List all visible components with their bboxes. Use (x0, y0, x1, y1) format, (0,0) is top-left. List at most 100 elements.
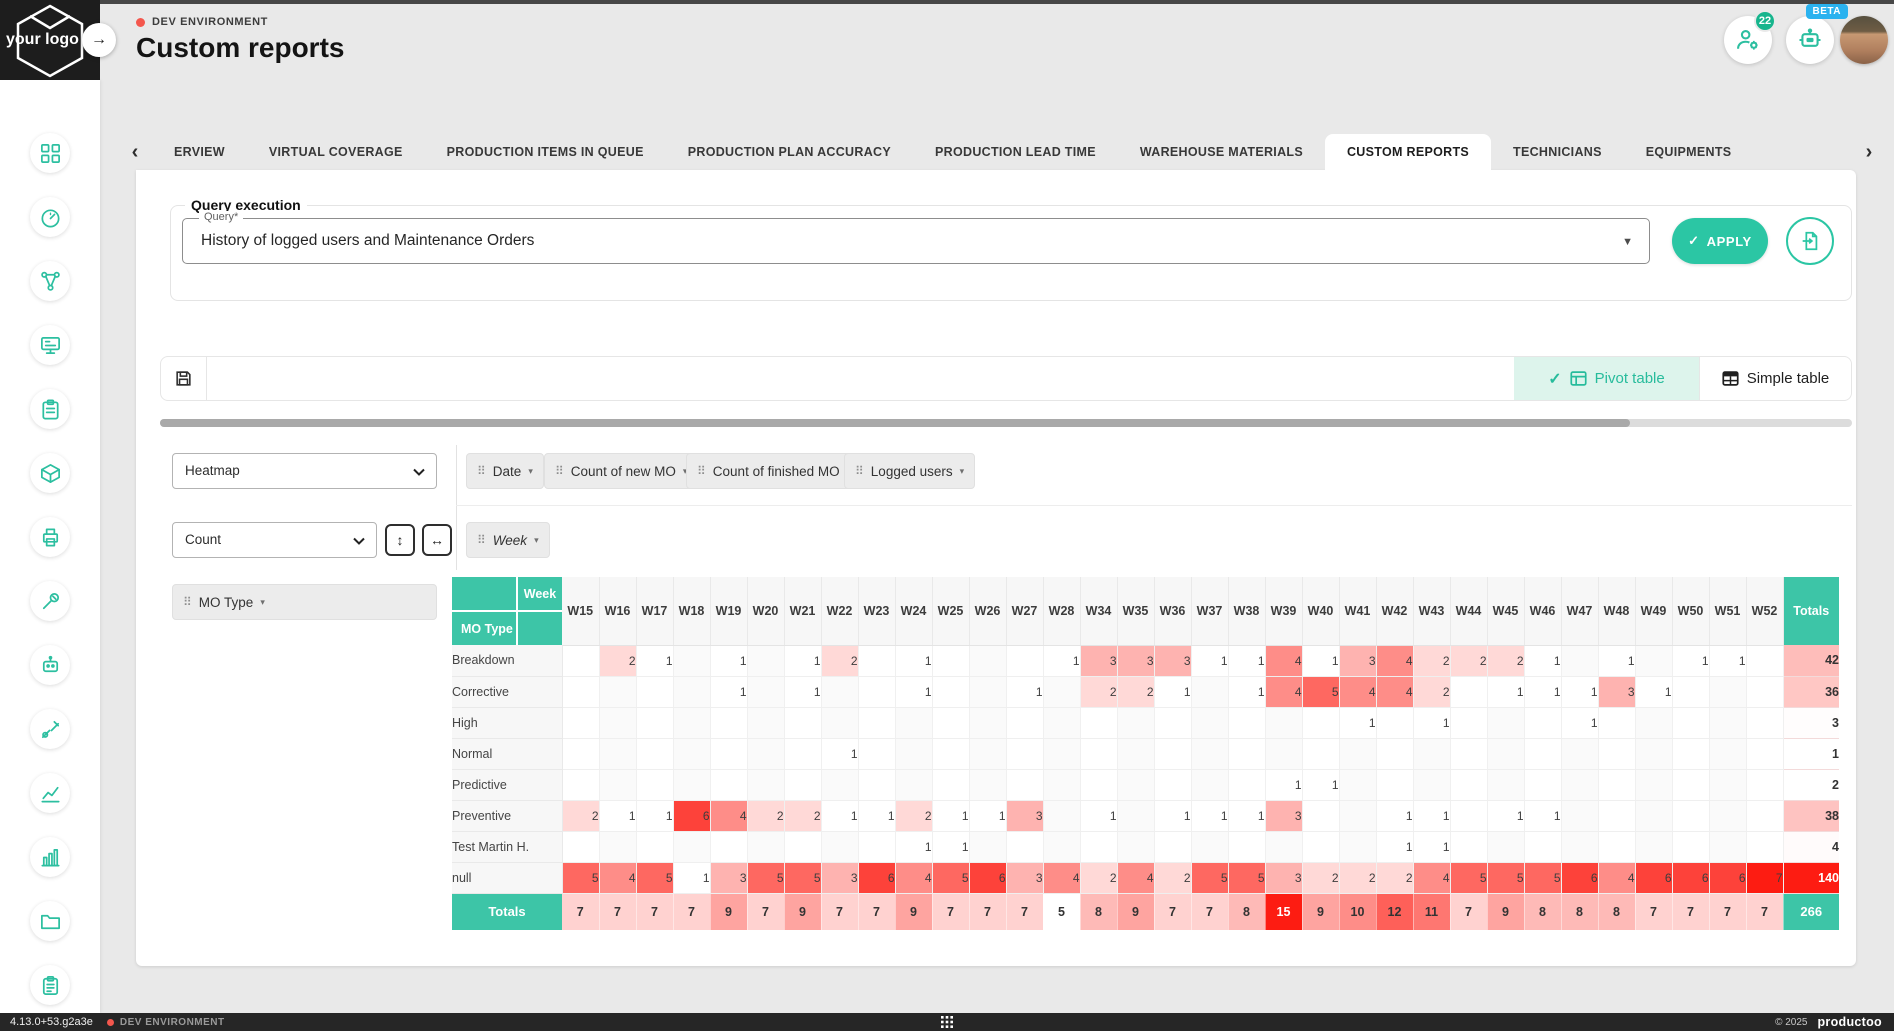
row-total-cell: 36 (1783, 676, 1839, 707)
aggregator-select[interactable]: Count (172, 522, 377, 558)
sidebar-collapse-button[interactable]: → (82, 23, 116, 57)
user-avatar[interactable] (1840, 16, 1888, 64)
swap-columns-button[interactable]: ↔ (422, 524, 452, 556)
user-settings-button[interactable]: 22 (1724, 16, 1772, 64)
column-axis-label: Week (518, 577, 562, 610)
materials-icon[interactable] (30, 453, 70, 493)
printer-icon[interactable] (30, 517, 70, 557)
heatmap-cell: 5 (636, 862, 673, 893)
heatmap-cell: 1 (1191, 800, 1228, 831)
tab-erview[interactable]: ERVIEW (152, 134, 247, 170)
heatmap-cell: 1 (710, 676, 747, 707)
tab-custom-reports[interactable]: CUSTOM REPORTS (1325, 134, 1491, 170)
totals-row: Totals7777979779777589778159101211798887… (452, 893, 1839, 930)
workflow-icon[interactable] (30, 261, 70, 301)
heatmap-cell (1487, 831, 1524, 862)
heatmap-cell (1635, 769, 1672, 800)
tab-equipments[interactable]: EQUIPMENTS (1624, 134, 1754, 170)
heatmap-cell: 2 (1154, 862, 1191, 893)
chart-bar-icon[interactable] (30, 837, 70, 877)
chart-type-select[interactable]: Heatmap (172, 453, 437, 489)
save-button[interactable] (161, 357, 207, 400)
dashboard-icon[interactable] (30, 133, 70, 173)
swap-rows-button[interactable]: ↕ (385, 524, 415, 556)
heatmap-cell (1339, 738, 1376, 769)
maintenance-icon[interactable] (30, 581, 70, 621)
version-label: 4.13.0+53.g2a3e (10, 1016, 93, 1028)
horizontal-scrollbar[interactable] (160, 419, 1852, 427)
week-header-w27: W27 (1006, 577, 1043, 645)
week-header-w50: W50 (1672, 577, 1709, 645)
heatmap-cell (636, 676, 673, 707)
view-toggle: ✓ Pivot table Simple table (1514, 357, 1851, 400)
tab-production-plan-accuracy[interactable]: PRODUCTION PLAN ACCURACY (666, 134, 913, 170)
heatmap-cell (821, 707, 858, 738)
field-chip-count-of-new-mo[interactable]: ⠿ Count of new MO ▾ (544, 453, 698, 489)
heatmap-cell (562, 769, 599, 800)
heatmap-cell: 6 (1561, 862, 1598, 893)
week-header-w19: W19 (710, 577, 747, 645)
heatmap-row: Breakdown2111211333114134222111142 (452, 645, 1839, 676)
week-header-w52: W52 (1746, 577, 1783, 645)
heatmap-cell: 1 (1191, 645, 1228, 676)
robot-icon[interactable] (30, 645, 70, 685)
folder-icon[interactable] (30, 901, 70, 941)
apply-button[interactable]: ✓ APPLY (1672, 218, 1768, 264)
heatmap-cell (1672, 707, 1709, 738)
tabs-scroll-right-icon[interactable]: › (1852, 134, 1886, 170)
column-total-cell: 15 (1265, 893, 1302, 930)
heatmap-cell: 1 (599, 800, 636, 831)
pivot-table-toggle[interactable]: ✓ Pivot table (1514, 357, 1699, 400)
row-axis-label: MO Type (452, 612, 516, 645)
machines-icon[interactable] (30, 325, 70, 365)
tools-icon[interactable] (30, 709, 70, 749)
field-chip-date[interactable]: ⠿ Date ▾ (466, 453, 544, 489)
gauge-icon[interactable] (30, 197, 70, 237)
tabs-scroll-left-icon[interactable]: ‹ (118, 134, 152, 170)
row-field-chip-mo-type[interactable]: ⠿ MO Type ▾ (172, 584, 437, 620)
totals-column-header: Totals (1783, 577, 1839, 645)
heatmap-table: WeekMO TypeW15W16W17W18W19W20W21W22W23W2… (452, 577, 1839, 930)
field-chip-count-of-finished-mo[interactable]: ⠿ Count of finished MO ▾ (686, 453, 862, 489)
heatmap-cell (1117, 831, 1154, 862)
heatmap-cell (1598, 800, 1635, 831)
tab-warehouse-materials[interactable]: WAREHOUSE MATERIALS (1118, 134, 1325, 170)
caret-down-icon: ▾ (534, 535, 539, 546)
field-chip-logged-users[interactable]: ⠿ Logged users ▾ (844, 453, 975, 489)
heatmap-cell: 3 (710, 862, 747, 893)
heatmap-cell (1598, 769, 1635, 800)
heatmap-cell: 1 (1376, 831, 1413, 862)
tab-technicians[interactable]: TECHNICIANS (1491, 134, 1624, 170)
heatmap-cell (1672, 738, 1709, 769)
column-field-chip-week[interactable]: ⠿ Week ▾ (466, 522, 550, 558)
export-button[interactable] (1786, 217, 1834, 265)
heatmap-cell (969, 645, 1006, 676)
heatmap-cell (673, 831, 710, 862)
tab-production-items-in-queue[interactable]: PRODUCTION ITEMS IN QUEUE (425, 134, 666, 170)
heatmap-cell (599, 707, 636, 738)
heatmap-cell (1746, 831, 1783, 862)
heatmap-cell: 1 (821, 800, 858, 831)
documents-icon[interactable] (30, 965, 70, 1005)
scrollbar-thumb[interactable] (160, 419, 1630, 427)
app-grid-icon[interactable] (941, 1016, 953, 1028)
simple-table-toggle[interactable]: Simple table (1699, 357, 1851, 400)
heatmap-cell (895, 738, 932, 769)
heatmap-cell: 4 (1339, 676, 1376, 707)
tab-virtual-coverage[interactable]: VIRTUAL COVERAGE (247, 134, 425, 170)
week-header-w17: W17 (636, 577, 673, 645)
query-select[interactable]: Query* History of logged users and Maint… (182, 218, 1650, 264)
user-gear-icon (1734, 26, 1762, 54)
heatmap-cell: 5 (1524, 862, 1561, 893)
assistant-button[interactable]: BETA (1786, 16, 1834, 64)
drag-handle-icon: ⠿ (477, 464, 486, 478)
heatmap-cell (1191, 769, 1228, 800)
checklist-icon[interactable] (30, 389, 70, 429)
tab-production-lead-time[interactable]: PRODUCTION LEAD TIME (913, 134, 1118, 170)
column-total-cell: 8 (1561, 893, 1598, 930)
chart-line-icon[interactable] (30, 773, 70, 813)
heatmap-cell (1006, 831, 1043, 862)
heatmap-cell: 5 (1487, 862, 1524, 893)
heatmap-cell (858, 645, 895, 676)
heatmap-cell (1154, 707, 1191, 738)
